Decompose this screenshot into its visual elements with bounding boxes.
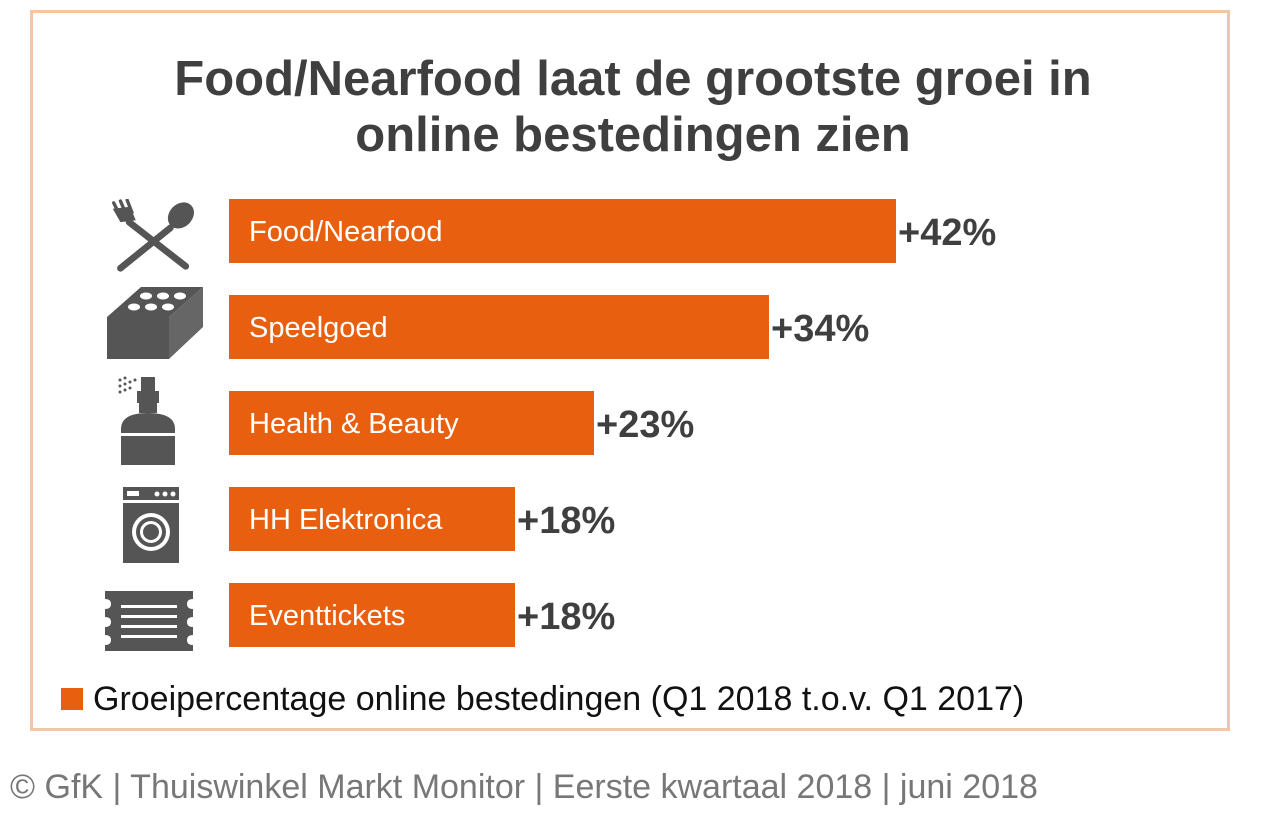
bars: Food/Nearfood +42% Speelgoed +34% Health & B…	[229, 199, 996, 647]
bar-value-label: +18%	[517, 596, 615, 638]
legend-label: Groeipercentage online bestedingen (Q1 2…	[93, 679, 1025, 718]
legend-swatch	[61, 688, 83, 710]
bar-value-label: +34%	[771, 308, 869, 350]
bar-chart: Food/Nearfood +42% Speelgoed +34% Health & B…	[105, 197, 996, 651]
bar-0	[229, 199, 896, 263]
category-icons	[105, 197, 203, 651]
bar-category-label: Speelgoed	[249, 312, 388, 344]
perfume-bottle-icon	[118, 376, 175, 465]
bar-4	[229, 583, 515, 647]
cutlery-icon	[113, 197, 199, 268]
chart-title-line-2: online bestedingen zien	[355, 108, 911, 162]
bar-2	[229, 391, 594, 455]
bar-category-label: Eventtickets	[249, 600, 405, 632]
bar-1	[229, 295, 769, 359]
toy-brick-icon	[107, 287, 203, 359]
bar-category-label: Food/Nearfood	[249, 216, 442, 248]
bar-3	[229, 487, 515, 551]
chart-title-line-1: Food/Nearfood laat de grootste groei in	[174, 52, 1092, 106]
chart-frame: Food/Nearfood laat de grootste groei in …	[30, 10, 1230, 731]
chart-title: Food/Nearfood laat de grootste groei in …	[33, 51, 1233, 163]
bar-value-label: +23%	[596, 404, 694, 446]
ticket-icon	[105, 591, 193, 651]
legend: Groeipercentage online bestedingen (Q1 2…	[61, 679, 1024, 719]
bar-category-label: HH Elektronica	[249, 504, 443, 536]
bar-value-label: +18%	[517, 500, 615, 542]
bar-category-label: Health & Beauty	[249, 408, 459, 440]
source-note: © GfK | Thuiswinkel Markt Monitor | Eers…	[10, 768, 1038, 806]
washing-machine-icon	[123, 487, 179, 563]
bar-value-label: +42%	[898, 212, 996, 254]
